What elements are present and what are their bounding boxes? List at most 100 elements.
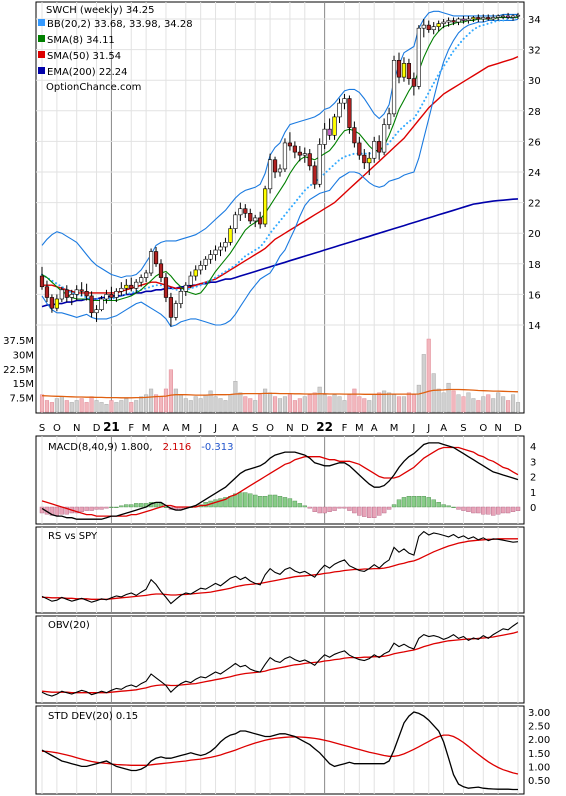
macd-tick-label: 2 — [530, 473, 536, 484]
macd-histogram-bar — [471, 506, 476, 514]
candle-body — [129, 284, 134, 289]
volume-bar — [292, 400, 297, 413]
volume-bar — [124, 398, 129, 413]
std-tick-label: 2.00 — [528, 735, 550, 746]
volume-tick-label: 30M — [13, 350, 34, 361]
month-label: O — [479, 423, 487, 434]
month-label: J — [213, 423, 217, 434]
month-label: J — [198, 423, 202, 434]
bb-lower-line — [41, 18, 519, 328]
macd-histogram-bar — [381, 506, 387, 514]
std-tick-label: 2.50 — [528, 722, 550, 733]
volume-bar — [218, 398, 223, 413]
legend-sma8: SMA(8) 34.11 — [47, 35, 115, 46]
candle-body — [367, 157, 372, 164]
month-label: D — [514, 423, 522, 434]
candle-body — [64, 289, 69, 298]
candle-body — [386, 113, 392, 125]
macd-histogram-bar — [446, 505, 451, 508]
candle-body — [406, 63, 412, 79]
volume-bar — [431, 373, 436, 413]
macd-histogram-bar — [163, 506, 169, 509]
macd-histogram-bar — [367, 506, 372, 519]
candle-body — [153, 251, 159, 265]
volume-bar — [193, 396, 198, 413]
candle-body — [109, 294, 114, 298]
candle-body — [342, 98, 347, 104]
obv-label: OBV(20) — [48, 620, 90, 631]
macd-histogram-bar — [317, 506, 322, 514]
std-panel-frame — [35, 705, 525, 795]
volume-bar — [347, 394, 352, 413]
volume-bar — [228, 394, 233, 413]
macd-histogram-bar — [64, 506, 69, 515]
candle-body — [39, 275, 45, 288]
volume-bar — [149, 388, 154, 413]
month-label: N — [73, 423, 80, 434]
macd-histogram-bar — [461, 506, 466, 511]
candle-body — [456, 18, 461, 23]
volume-bar — [510, 394, 516, 413]
volume-tick-label: 7.5M — [9, 394, 34, 405]
rs-panel: RS vs SPY — [35, 526, 525, 614]
volume-bar — [391, 394, 397, 413]
candle-body — [466, 18, 471, 21]
volume-bar — [426, 338, 431, 413]
volume-bar — [238, 392, 243, 413]
candle-body — [426, 24, 431, 31]
candle-body — [337, 102, 342, 118]
macd-axis: 4 3 2 1 0 — [530, 442, 536, 514]
volume-bar — [208, 390, 213, 413]
candle-body — [391, 60, 397, 115]
macd-histogram-bar — [297, 503, 303, 508]
macd-histogram-bar — [431, 499, 436, 508]
macd-histogram-bar — [109, 506, 114, 509]
volume-bar — [94, 400, 99, 413]
candle-body — [139, 277, 144, 283]
candle-body — [168, 297, 174, 318]
candle-body — [59, 289, 64, 300]
candle-body — [332, 116, 337, 136]
macd-histogram-bar — [411, 496, 417, 508]
macd-histogram-bar — [401, 497, 407, 508]
std-panel: 3.00 2.50 2.00 1.50 1.00 0.50 STD DEV(20) 0.1… — [35, 705, 550, 795]
volume-bar — [297, 398, 302, 413]
macd-histogram-bar — [114, 506, 119, 509]
macd-histogram-bar — [451, 506, 456, 509]
macd-histogram-bar — [257, 496, 263, 508]
volume-bar — [456, 394, 461, 413]
volume-bar — [89, 396, 94, 413]
candle-body — [54, 298, 59, 309]
volume-bars — [39, 338, 521, 413]
candle-body — [84, 291, 89, 297]
candle-body — [272, 159, 278, 173]
month-label: S — [39, 423, 45, 434]
candle-body — [74, 289, 79, 295]
navy-square-icon — [38, 67, 45, 74]
candle-body — [258, 217, 263, 225]
month-label: S — [252, 423, 258, 434]
volume-bar — [471, 398, 476, 413]
macd-histogram-bar — [441, 504, 446, 508]
candle-body — [263, 188, 268, 225]
volume-bar — [54, 398, 59, 413]
volume-bar — [307, 394, 312, 413]
macd-histogram-bar — [421, 496, 426, 508]
macd-histogram-bar — [129, 504, 134, 508]
volume-bar — [446, 382, 451, 413]
obv-grid — [41, 616, 519, 703]
volume-bar — [322, 394, 327, 413]
watermark: OptionChance.com — [46, 82, 141, 93]
price-panel-frame — [35, 1, 525, 414]
month-label: A — [163, 423, 170, 434]
candle-body — [431, 26, 436, 31]
volume-bar — [119, 400, 124, 413]
macd-histogram-value: -0.313 — [201, 442, 233, 453]
month-label: J — [411, 423, 415, 434]
macd-histogram-bar — [426, 497, 431, 508]
macd-histogram-bar — [486, 506, 491, 515]
candle-body — [287, 142, 293, 147]
candle-body — [491, 17, 496, 20]
volume-bar — [158, 396, 164, 413]
